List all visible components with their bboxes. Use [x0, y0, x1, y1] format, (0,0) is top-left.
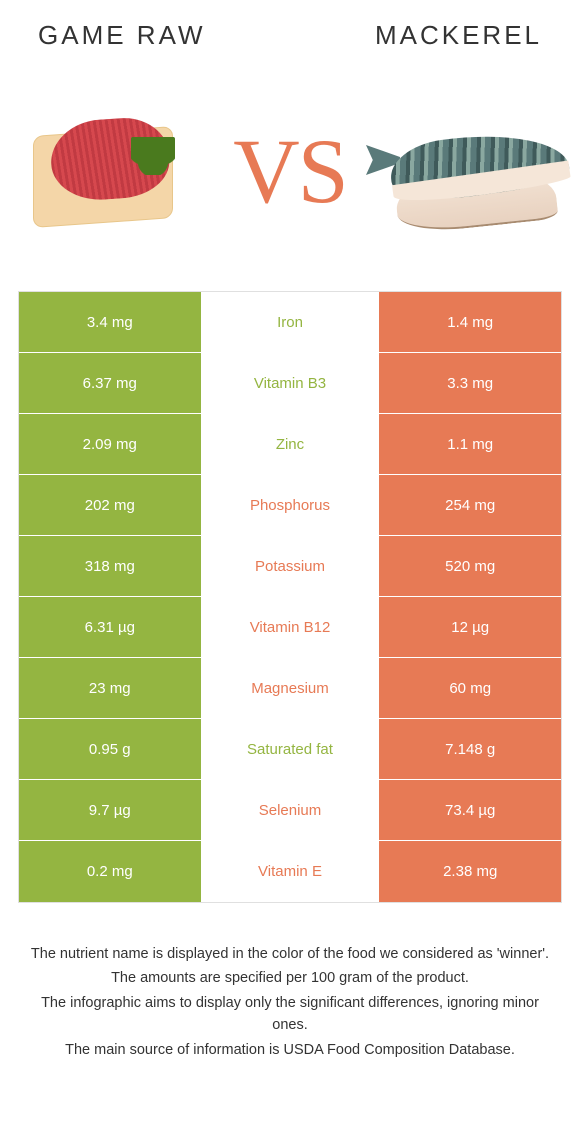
footer-notes: The nutrient name is displayed in the co… — [18, 943, 562, 1061]
comparison-table: 3.4 mgIron1.4 mg6.37 mgVitamin B33.3 mg2… — [18, 291, 562, 903]
value-left: 23 mg — [19, 658, 201, 718]
nutrient-name: Selenium — [201, 780, 380, 840]
table-row: 6.31 µgVitamin B1212 µg — [19, 597, 561, 658]
nutrient-name: Zinc — [201, 414, 380, 474]
footer-line: The amounts are specified per 100 gram o… — [26, 967, 554, 989]
table-row: 0.95 gSaturated fat7.148 g — [19, 719, 561, 780]
nutrient-name: Vitamin B12 — [201, 597, 380, 657]
fish-illustration — [382, 111, 552, 231]
value-right: 254 mg — [379, 475, 561, 535]
value-right: 2.38 mg — [379, 841, 561, 902]
nutrient-name: Iron — [201, 292, 380, 352]
table-row: 3.4 mgIron1.4 mg — [19, 292, 561, 353]
value-right: 520 mg — [379, 536, 561, 596]
value-left: 0.95 g — [19, 719, 201, 779]
value-left: 9.7 µg — [19, 780, 201, 840]
footer-line: The nutrient name is displayed in the co… — [26, 943, 554, 965]
value-right: 60 mg — [379, 658, 561, 718]
value-right: 7.148 g — [379, 719, 561, 779]
value-right: 1.1 mg — [379, 414, 561, 474]
table-row: 0.2 mgVitamin E2.38 mg — [19, 841, 561, 902]
table-row: 202 mgPhosphorus254 mg — [19, 475, 561, 536]
vs-label: VS — [233, 118, 347, 224]
table-row: 6.37 mgVitamin B33.3 mg — [19, 353, 561, 414]
table-row: 23 mgMagnesium60 mg — [19, 658, 561, 719]
nutrient-name: Magnesium — [201, 658, 380, 718]
title-left: Game raw — [38, 20, 205, 51]
value-right: 3.3 mg — [379, 353, 561, 413]
food-image-right — [382, 91, 552, 251]
food-image-left — [28, 91, 198, 251]
hero-row: VS — [18, 81, 562, 261]
value-left: 3.4 mg — [19, 292, 201, 352]
meat-illustration — [33, 111, 193, 231]
footer-line: The infographic aims to display only the… — [26, 992, 554, 1037]
value-left: 202 mg — [19, 475, 201, 535]
footer-line: The main source of information is USDA F… — [26, 1039, 554, 1061]
nutrient-name: Potassium — [201, 536, 380, 596]
title-right: Mackerel — [375, 20, 542, 51]
table-row: 318 mgPotassium520 mg — [19, 536, 561, 597]
value-left: 0.2 mg — [19, 841, 201, 902]
header: Game raw Mackerel — [18, 20, 562, 51]
nutrient-name: Vitamin E — [201, 841, 380, 902]
nutrient-name: Saturated fat — [201, 719, 380, 779]
value-right: 73.4 µg — [379, 780, 561, 840]
value-right: 1.4 mg — [379, 292, 561, 352]
value-left: 6.37 mg — [19, 353, 201, 413]
nutrient-name: Phosphorus — [201, 475, 380, 535]
value-right: 12 µg — [379, 597, 561, 657]
table-row: 2.09 mgZinc1.1 mg — [19, 414, 561, 475]
value-left: 6.31 µg — [19, 597, 201, 657]
nutrient-name: Vitamin B3 — [201, 353, 380, 413]
table-row: 9.7 µgSelenium73.4 µg — [19, 780, 561, 841]
value-left: 318 mg — [19, 536, 201, 596]
value-left: 2.09 mg — [19, 414, 201, 474]
